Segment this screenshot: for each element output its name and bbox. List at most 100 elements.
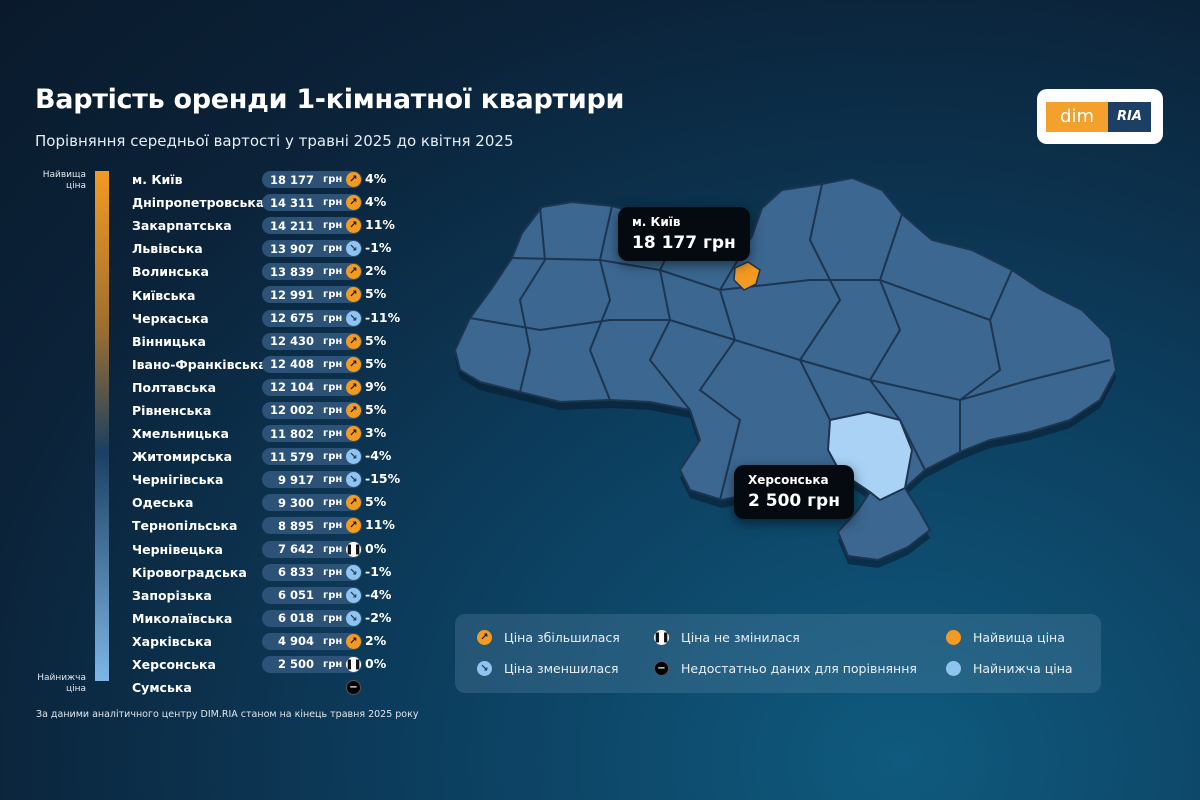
region-row: Вінницька 12 430 грн ↗ 5% (132, 330, 412, 353)
region-name: Дніпропетровська (132, 195, 265, 211)
region-name: Житомирська (132, 449, 233, 465)
change-percent: 9% (365, 378, 387, 394)
arrow-up-icon: ↗ (346, 356, 361, 372)
price-pill: 13 907 грн (262, 240, 362, 258)
legend-lowest-label: Найнижча ціна (973, 661, 1073, 676)
callout-highest-price: 18 177 грн (632, 233, 736, 253)
arrow-up-icon: ↗ (346, 518, 361, 534)
currency: грн (323, 312, 343, 324)
region-row: Кіровоградська 6 833 грн ↘ -1% (132, 561, 412, 584)
arrow-down-icon: ↘ (346, 241, 361, 257)
price-pill: 11 802 грн (262, 425, 362, 443)
light-blue-dot-icon (946, 661, 961, 676)
region-name: Закарпатська (132, 218, 232, 234)
arrow-down-icon: ↘ (346, 587, 361, 603)
logo-dim: dim (1046, 101, 1108, 132)
price-value: 12 430 (269, 334, 314, 349)
arrow-up-icon: ↗ (346, 218, 361, 234)
price-pill: 12 675 грн (262, 309, 362, 327)
change-percent: 5% (365, 355, 387, 371)
price-value: 4 904 (277, 634, 314, 649)
price-value: 11 579 (269, 449, 314, 464)
price-value: 6 833 (277, 565, 314, 580)
currency: грн (323, 220, 343, 232)
price-pill: 9 300 грн (262, 494, 362, 512)
change-percent: 5% (365, 494, 387, 510)
legend-down-label: Ціна зменшилася (504, 661, 619, 676)
region-row: Київська 12 991 грн ↗ 5% (132, 283, 412, 306)
legend-up: ↗ Ціна збільшилася (477, 630, 620, 645)
change-percent: -11% (365, 309, 401, 325)
price-value: 2 500 (277, 657, 314, 672)
region-name: Івано-Франківська (132, 356, 267, 372)
currency: грн (323, 266, 343, 278)
change-percent: 2% (365, 632, 387, 648)
price-value: 12 002 (269, 403, 314, 418)
price-value: 14 311 (269, 195, 314, 210)
currency: грн (323, 335, 343, 347)
region-name: Миколаївська (132, 610, 233, 626)
price-pill: 11 579 грн (262, 448, 362, 466)
region-name: Черкаська (132, 310, 209, 326)
change-percent: 5% (365, 286, 387, 302)
legend-highest-label: Найвища ціна (973, 630, 1065, 645)
price-value: 18 177 (269, 172, 314, 187)
region-row: Івано-Франківська 12 408 грн ↗ 5% (132, 353, 412, 376)
currency: грн (323, 428, 343, 440)
region-row: Херсонська 2 500 грн ❚❚ 0% (132, 653, 412, 676)
price-pill: 14 311 грн (262, 194, 362, 212)
callout-lowest-price: 2 500 грн (748, 491, 840, 511)
region-name: Харківська (132, 633, 212, 649)
price-value: 11 802 (269, 426, 314, 441)
logo-ria: RIA (1108, 101, 1151, 132)
region-name: Київська (132, 287, 196, 303)
arrow-down-icon: ↘ (346, 449, 361, 465)
callout-lowest-name: Херсонська (748, 473, 829, 487)
currency: грн (323, 635, 343, 647)
arrow-down-icon: ↘ (346, 472, 361, 488)
currency: грн (323, 589, 343, 601)
pause-icon: ❚❚ (653, 630, 670, 645)
region-name: Запорізька (132, 587, 212, 603)
price-pill: 6 051 грн (262, 586, 362, 604)
currency: грн (323, 174, 343, 185)
arrow-down-icon: ↘ (346, 564, 361, 580)
legend-lowest: Найнижча ціна (946, 661, 1073, 676)
arrow-down-icon: ↘ (477, 661, 492, 676)
change-percent: 2% (365, 263, 387, 279)
change-percent: -4% (365, 586, 392, 602)
region-name: Сумська (132, 680, 192, 696)
price-value: 13 839 (269, 264, 314, 279)
price-pill: 12 408 грн (262, 355, 362, 373)
region-row: Дніпропетровська 14 311 грн ↗ 4% (132, 191, 412, 214)
arrow-up-icon: ↗ (477, 630, 492, 645)
region-name: Волинська (132, 264, 209, 280)
change-percent: -1% (365, 240, 392, 256)
price-value: 6 051 (277, 588, 314, 603)
region-name: Одеська (132, 495, 194, 511)
currency: грн (323, 658, 343, 670)
price-value: 9 300 (277, 495, 314, 510)
change-percent: 11% (365, 517, 395, 533)
callout-highest: м. Київ 18 177 грн (618, 207, 750, 261)
scale-bottom-label: Найнижча ціна (37, 673, 86, 694)
price-value: 8 895 (277, 518, 314, 533)
region-name: Чернівецька (132, 541, 223, 557)
price-value: 12 408 (269, 357, 314, 372)
currency: грн (323, 451, 343, 463)
arrow-up-icon: ↗ (346, 195, 361, 211)
legend-same-label: Ціна не змінилася (681, 630, 800, 645)
currency: грн (323, 612, 343, 624)
arrow-up-icon: ↗ (346, 287, 361, 303)
region-row: Хмельницька 11 802 грн ↗ 3% (132, 422, 412, 445)
page-title: Вартість оренди 1-кімнатної квартири (35, 84, 625, 115)
currency: грн (323, 404, 343, 416)
legend-same: ❚❚ Ціна не змінилася (653, 630, 800, 645)
price-pill: 7 642 грн (262, 540, 362, 558)
arrow-down-icon: ↘ (346, 610, 361, 626)
region-row: м. Київ 18 177 грн ↗ 4% (132, 168, 412, 191)
currency: грн (323, 474, 343, 486)
region-name: Рівненська (132, 402, 212, 418)
arrow-up-icon: ↗ (346, 379, 361, 395)
region-row: Полтавська 12 104 грн ↗ 9% (132, 376, 412, 399)
